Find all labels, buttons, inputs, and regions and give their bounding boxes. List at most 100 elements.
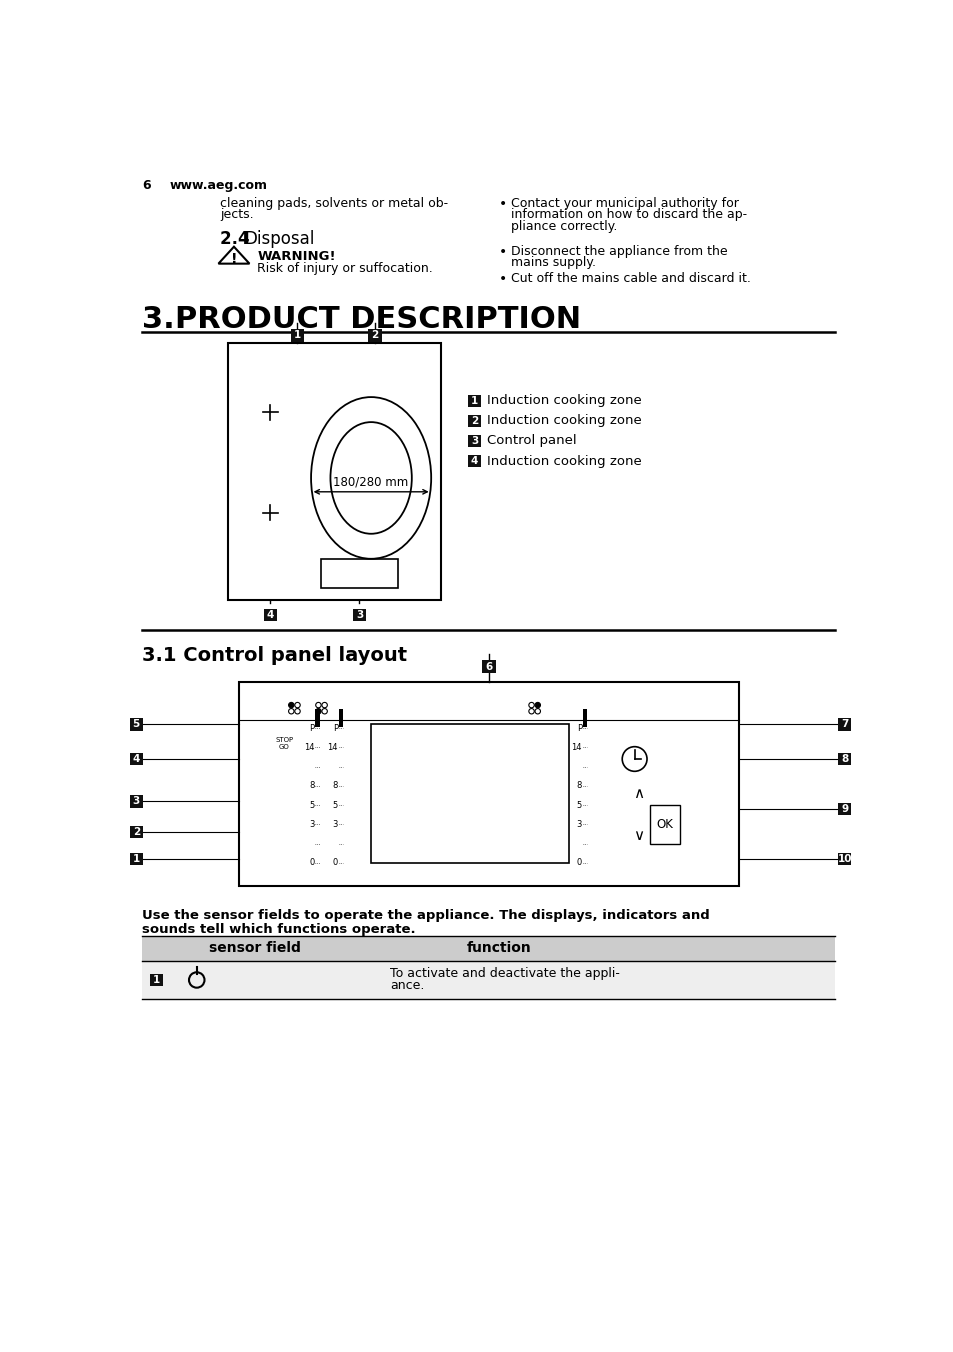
Text: Induction cooking zone: Induction cooking zone xyxy=(486,395,640,407)
Text: Control panel: Control panel xyxy=(486,434,576,448)
Text: sounds tell which functions operate.: sounds tell which functions operate. xyxy=(142,923,416,936)
Bar xyxy=(468,435,480,448)
Text: 3: 3 xyxy=(132,796,140,806)
Text: function: function xyxy=(466,941,531,956)
Text: •: • xyxy=(498,197,507,211)
Text: 2.4: 2.4 xyxy=(220,230,255,247)
Text: To activate and deactivate the appli-: To activate and deactivate the appli- xyxy=(390,967,619,980)
Text: •: • xyxy=(498,272,507,285)
Text: 3: 3 xyxy=(309,819,314,829)
Text: STOP: STOP xyxy=(275,737,294,744)
Text: P: P xyxy=(309,723,314,733)
Text: 1: 1 xyxy=(294,330,301,341)
Bar xyxy=(649,806,679,844)
Text: 5: 5 xyxy=(333,800,337,810)
Text: 10: 10 xyxy=(837,854,851,864)
Text: 3.1 Control panel layout: 3.1 Control panel layout xyxy=(142,646,407,665)
Text: 4: 4 xyxy=(267,610,274,621)
Text: 3: 3 xyxy=(576,819,581,829)
Text: OK: OK xyxy=(656,818,673,831)
Text: cleaning pads, solvents or metal ob-: cleaning pads, solvents or metal ob- xyxy=(220,197,448,210)
Bar xyxy=(130,795,143,807)
Text: 3.: 3. xyxy=(142,304,175,334)
Text: 0: 0 xyxy=(309,859,314,868)
Circle shape xyxy=(289,703,294,708)
Text: 3: 3 xyxy=(332,819,337,829)
Text: jects.: jects. xyxy=(220,208,253,222)
Text: !: ! xyxy=(231,253,237,266)
Text: WARNING!: WARNING! xyxy=(257,250,335,264)
Text: 8: 8 xyxy=(332,781,337,791)
Text: sensor field: sensor field xyxy=(209,941,300,956)
Text: 14: 14 xyxy=(327,744,337,752)
Bar xyxy=(315,708,319,727)
Text: information on how to discard the ap-: information on how to discard the ap- xyxy=(510,208,746,222)
Bar xyxy=(150,973,163,986)
Text: ∨: ∨ xyxy=(632,829,643,844)
Text: 2: 2 xyxy=(371,330,378,341)
Bar xyxy=(130,826,143,838)
Text: Disposal: Disposal xyxy=(245,230,314,247)
Bar xyxy=(130,753,143,765)
Text: 5: 5 xyxy=(132,719,140,729)
Text: 3: 3 xyxy=(471,435,477,446)
Text: 8: 8 xyxy=(309,781,314,791)
Text: www.aeg.com: www.aeg.com xyxy=(170,180,268,192)
Text: 8: 8 xyxy=(576,781,581,791)
Text: Contact your municipal authority for: Contact your municipal authority for xyxy=(510,197,738,210)
Text: 9: 9 xyxy=(841,804,847,814)
Bar xyxy=(353,608,366,621)
Bar xyxy=(837,718,850,730)
Bar xyxy=(371,725,568,863)
Circle shape xyxy=(315,708,321,714)
Bar xyxy=(468,415,480,427)
Text: 3: 3 xyxy=(355,610,363,621)
Bar xyxy=(837,853,850,865)
Text: 1: 1 xyxy=(132,854,140,864)
Bar xyxy=(582,708,587,727)
Text: mains supply.: mains supply. xyxy=(510,256,595,269)
Text: Use the sensor fields to operate the appliance. The displays, indicators and: Use the sensor fields to operate the app… xyxy=(142,909,709,922)
Bar xyxy=(130,853,143,865)
Bar xyxy=(320,558,397,588)
Bar xyxy=(228,343,440,599)
Text: Cut off the mains cable and discard it.: Cut off the mains cable and discard it. xyxy=(510,272,750,284)
Text: 1: 1 xyxy=(152,975,160,986)
Text: Induction cooking zone: Induction cooking zone xyxy=(486,454,640,468)
Text: ance.: ance. xyxy=(390,979,424,992)
Text: P: P xyxy=(577,723,581,733)
Bar xyxy=(482,660,495,673)
Bar xyxy=(468,454,480,468)
Text: 5: 5 xyxy=(576,800,581,810)
Text: Induction cooking zone: Induction cooking zone xyxy=(486,415,640,427)
Text: 4: 4 xyxy=(471,456,477,466)
Text: PRODUCT DESCRIPTION: PRODUCT DESCRIPTION xyxy=(174,304,580,334)
Text: 6: 6 xyxy=(142,180,151,192)
Text: 6: 6 xyxy=(485,661,492,672)
Text: GO: GO xyxy=(278,745,290,750)
Text: 14: 14 xyxy=(304,744,314,752)
Text: 1: 1 xyxy=(471,396,477,406)
Text: 2: 2 xyxy=(132,827,140,837)
Text: Risk of injury or suffocation.: Risk of injury or suffocation. xyxy=(257,262,433,276)
Bar xyxy=(368,330,381,342)
Text: 14: 14 xyxy=(571,744,581,752)
Text: Disconnect the appliance from the: Disconnect the appliance from the xyxy=(510,245,726,258)
Text: 4: 4 xyxy=(132,754,140,764)
Bar xyxy=(142,936,835,961)
Bar xyxy=(468,395,480,407)
Text: 2: 2 xyxy=(471,416,477,426)
Text: 8: 8 xyxy=(841,754,847,764)
Bar xyxy=(264,608,276,621)
Text: 180/280 mm: 180/280 mm xyxy=(334,476,408,488)
Bar xyxy=(837,753,850,765)
Text: pliance correctly.: pliance correctly. xyxy=(510,220,617,233)
Bar xyxy=(130,718,143,730)
Text: ∧: ∧ xyxy=(632,786,643,802)
Bar xyxy=(291,330,304,342)
Circle shape xyxy=(535,703,540,708)
Bar xyxy=(338,708,343,727)
Text: 7: 7 xyxy=(841,719,847,729)
Text: 0: 0 xyxy=(576,859,581,868)
Text: 0: 0 xyxy=(333,859,337,868)
